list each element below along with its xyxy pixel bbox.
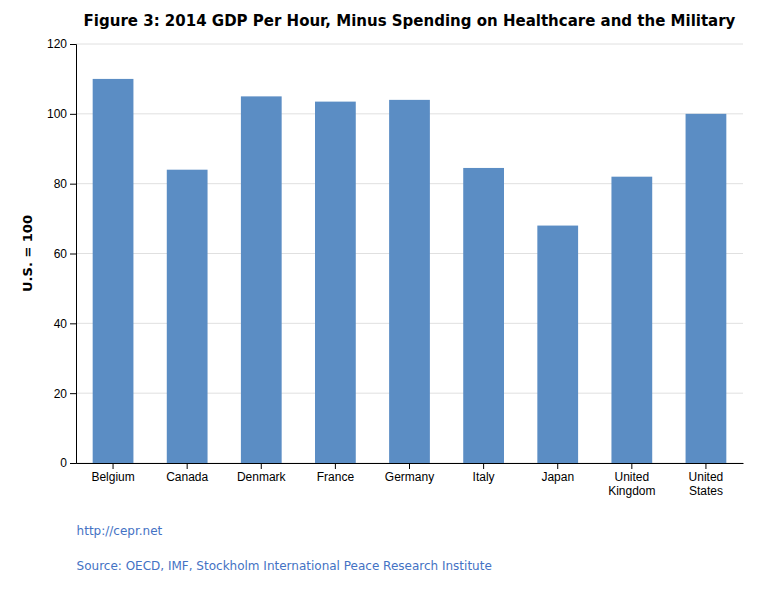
- x-tick-label: Germany: [385, 470, 434, 484]
- y-tick-mark: [70, 393, 76, 394]
- y-tick: 0: [60, 456, 76, 470]
- x-tick-label: Italy: [473, 470, 495, 484]
- y-tick-mark: [70, 114, 76, 115]
- bar: [537, 226, 578, 463]
- x-tick-mark: [705, 463, 706, 469]
- y-tick-label: 60: [54, 247, 68, 261]
- bar: [315, 102, 356, 463]
- y-tick: 40: [54, 317, 76, 331]
- y-axis-line: [70, 45, 77, 464]
- y-tick-mark: [70, 254, 76, 255]
- y-tick-label: 100: [47, 107, 67, 121]
- bar: [241, 96, 282, 463]
- x-tick: Belgium: [91, 463, 134, 484]
- x-tick: UnitedKingdom: [608, 463, 655, 498]
- y-tick-label: 40: [54, 317, 68, 331]
- grid: [76, 44, 743, 463]
- y-axis-title: U.S. = 100: [20, 215, 35, 292]
- title: Figure 3: 2014 GDP Per Hour, Minus Spend…: [84, 12, 736, 30]
- bars: [93, 79, 727, 463]
- x-tick-label: France: [317, 470, 355, 484]
- bar: [93, 79, 134, 463]
- y-tick: 120: [47, 37, 76, 51]
- x-tick-label: Belgium: [91, 470, 134, 484]
- y-tick-label: 80: [54, 177, 68, 191]
- x-tick-label: Canada: [166, 470, 208, 484]
- y-tick-mark: [70, 323, 76, 324]
- x-tick-mark: [113, 463, 114, 469]
- y-tick-label: 120: [47, 37, 67, 51]
- x-tick: Japan: [541, 463, 574, 484]
- x-tick: Germany: [385, 463, 434, 484]
- x-tick-mark: [335, 463, 336, 469]
- x-tick-label: Denmark: [237, 470, 287, 484]
- bar: [611, 177, 652, 463]
- x-tick-mark: [187, 463, 188, 469]
- x-tick: Canada: [166, 463, 208, 484]
- y-tick: 100: [47, 107, 76, 121]
- bar: [389, 100, 430, 463]
- y-tick: 80: [54, 177, 76, 191]
- x-tick-mark: [557, 463, 558, 469]
- plot-area: 0 20 40 60 80 100 120 Belgium Canada Denmark Franc…: [47, 37, 744, 498]
- x-tick: Denmark: [237, 463, 287, 484]
- x-tick-mark: [631, 463, 632, 469]
- x-tick-mark: [483, 463, 484, 469]
- x-tick-label: Japan: [541, 470, 574, 484]
- x-tick: Italy: [473, 463, 495, 484]
- y-tick-label: 20: [54, 387, 68, 401]
- bar: [686, 114, 727, 463]
- y-axis: 0 20 40 60 80 100 120: [47, 37, 77, 470]
- y-tick: 20: [54, 387, 76, 401]
- y-tick-label: 0: [60, 456, 67, 470]
- y-tick: 60: [54, 247, 76, 261]
- chart: 0 20 40 60 80 100 120 Belgium Canada Denmark Franc…: [0, 0, 766, 594]
- footnote: Source: OECD, IMF, Stockholm Internation…: [77, 559, 492, 573]
- grid-line: [76, 44, 743, 45]
- y-tick-mark: [70, 463, 76, 464]
- x-tick-mark: [261, 463, 262, 469]
- bar: [463, 168, 504, 463]
- x-tick-label: UnitedKingdom: [608, 470, 655, 498]
- x-tick-label: UnitedStates: [689, 470, 724, 498]
- y-tick-mark: [70, 184, 76, 185]
- footnote: http://cepr.net: [77, 524, 163, 538]
- bar: [167, 170, 208, 463]
- x-axis: Belgium Canada Denmark France Germany Italy Ja…: [77, 463, 744, 498]
- x-tick: UnitedStates: [689, 463, 724, 498]
- x-tick-mark: [409, 463, 410, 469]
- y-tick-mark: [70, 44, 76, 45]
- x-tick: France: [317, 463, 355, 484]
